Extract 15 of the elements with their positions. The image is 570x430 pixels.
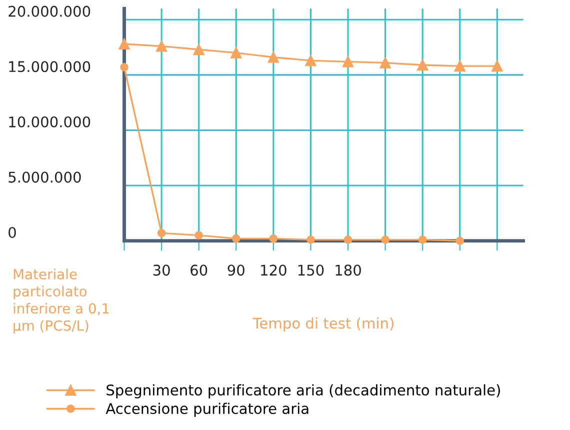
x-tick-label: 180 — [336, 264, 361, 276]
y-axis-title: Materiale particolato inferiore a 0,1 µm (PCS/L) — [14, 268, 109, 334]
x-tick-label: 30 — [153, 264, 170, 276]
y-tick-label: 20.000.000 — [8, 6, 90, 17]
y-tick-label: 5.000.000 — [8, 172, 81, 183]
x-tick-label: 90 — [228, 264, 244, 276]
x-tick-label: 150 — [298, 264, 324, 276]
legend-label: Accensione purificatore aria — [106, 402, 308, 417]
x-axis-title: Tempo di test (min) — [252, 317, 394, 332]
y-tick-label: 0 — [8, 226, 16, 238]
y-tick-label: 15.000.000 — [9, 61, 90, 72]
x-tick-label: 120 — [261, 264, 286, 276]
legend-label: Spegnimento purificatore aria (decadimento naturale) — [106, 384, 500, 398]
y-tick-label: 10.000.000 — [9, 116, 90, 128]
x-tick-label: 60 — [190, 264, 208, 276]
